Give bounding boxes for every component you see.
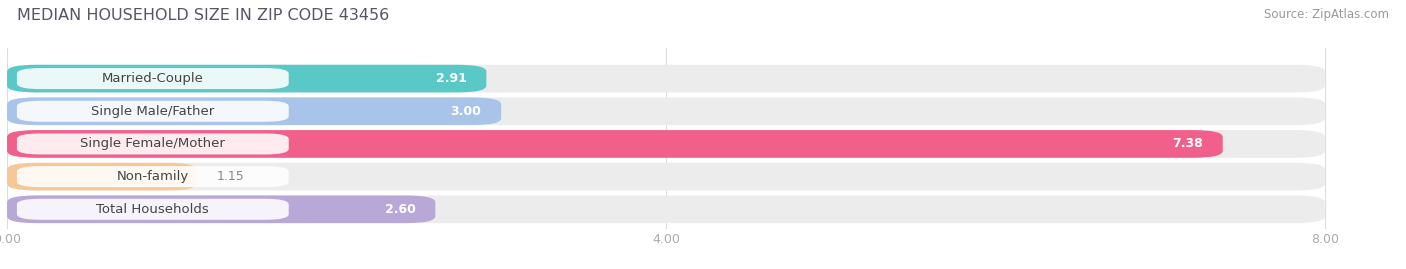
- Text: 1.15: 1.15: [217, 170, 245, 183]
- Text: 2.91: 2.91: [436, 72, 467, 85]
- Text: Single Male/Father: Single Male/Father: [91, 105, 215, 118]
- Text: 7.38: 7.38: [1173, 137, 1204, 150]
- Text: Source: ZipAtlas.com: Source: ZipAtlas.com: [1264, 8, 1389, 21]
- Text: MEDIAN HOUSEHOLD SIZE IN ZIP CODE 43456: MEDIAN HOUSEHOLD SIZE IN ZIP CODE 43456: [17, 8, 389, 23]
- FancyBboxPatch shape: [7, 65, 1324, 93]
- FancyBboxPatch shape: [7, 97, 1324, 125]
- Text: Non-family: Non-family: [117, 170, 188, 183]
- FancyBboxPatch shape: [17, 101, 288, 122]
- FancyBboxPatch shape: [7, 196, 1324, 223]
- FancyBboxPatch shape: [7, 65, 486, 93]
- FancyBboxPatch shape: [7, 130, 1324, 158]
- Text: 3.00: 3.00: [450, 105, 481, 118]
- Text: 2.60: 2.60: [385, 203, 416, 216]
- FancyBboxPatch shape: [17, 133, 288, 154]
- FancyBboxPatch shape: [17, 166, 288, 187]
- Text: Total Households: Total Households: [97, 203, 209, 216]
- Text: Married-Couple: Married-Couple: [101, 72, 204, 85]
- FancyBboxPatch shape: [7, 163, 197, 190]
- Text: Single Female/Mother: Single Female/Mother: [80, 137, 225, 150]
- FancyBboxPatch shape: [17, 199, 288, 220]
- FancyBboxPatch shape: [17, 68, 288, 89]
- FancyBboxPatch shape: [7, 196, 436, 223]
- FancyBboxPatch shape: [7, 163, 1324, 190]
- FancyBboxPatch shape: [7, 97, 501, 125]
- FancyBboxPatch shape: [7, 130, 1223, 158]
